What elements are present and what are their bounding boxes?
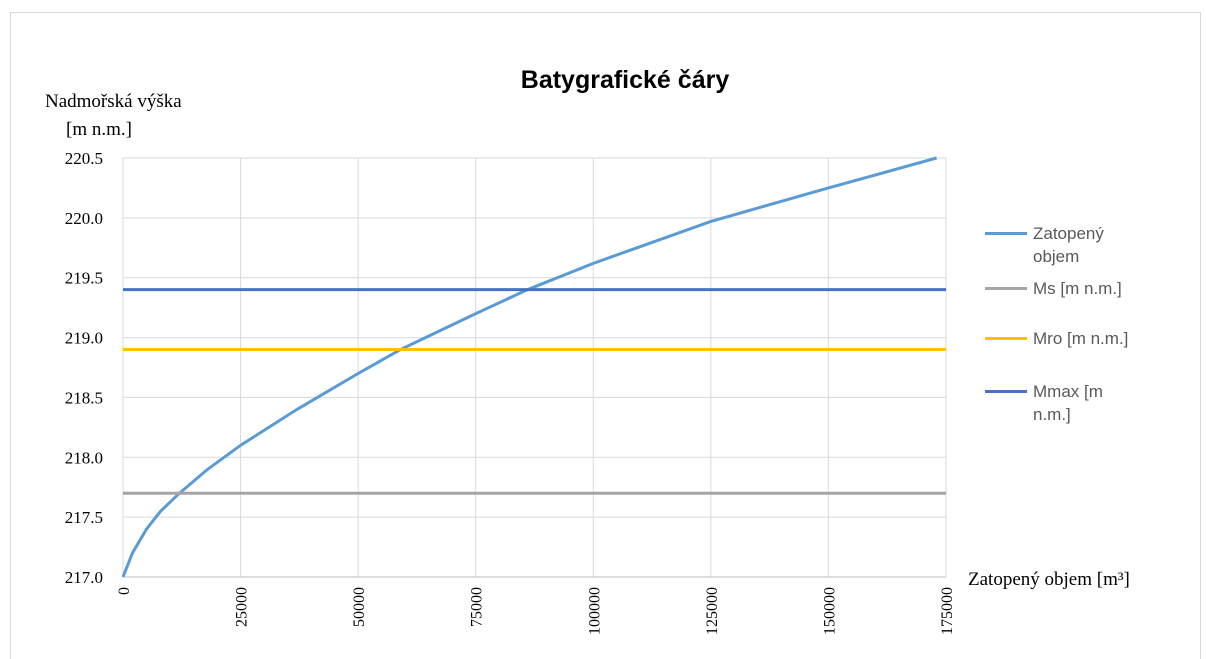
y-tick-label: 217.0 <box>65 568 103 587</box>
legend-label: Mro [m n.m.] <box>1033 329 1129 348</box>
y-tick-label: 218.5 <box>65 388 103 407</box>
chart-frame <box>10 12 1201 659</box>
y-tick-label: 219.0 <box>65 329 103 348</box>
x-tick-label: 25000 <box>234 587 251 627</box>
legend-swatch <box>985 390 1027 393</box>
legend-label: Mmax [m n.m.] <box>1033 382 1103 424</box>
x-axis-label: Zatopený objem [m³] <box>968 569 1130 590</box>
x-tick-label: 75000 <box>469 587 486 627</box>
chart-title: Batygrafické čáry <box>521 66 730 94</box>
series-line <box>121 156 937 578</box>
y-tick-label: 218.0 <box>65 448 103 467</box>
legend-label: Zatopený objem <box>1033 224 1104 266</box>
legend-swatch <box>985 287 1027 290</box>
x-tick-label: 100000 <box>586 587 603 635</box>
y-tick-label: 220.5 <box>65 149 103 168</box>
y-tick-label: 220.0 <box>65 209 103 228</box>
x-tick-label: 50000 <box>351 587 368 627</box>
x-tick-label: 150000 <box>821 587 838 635</box>
y-axis-label: [m n.m.] <box>66 119 132 140</box>
y-axis-label: Nadmořská výška <box>45 91 182 112</box>
x-tick-label: 175000 <box>939 587 956 635</box>
legend-swatch <box>985 232 1027 235</box>
legend-label: Ms [m n.m.] <box>1033 279 1122 298</box>
legend-swatch <box>985 337 1027 340</box>
x-tick-label: 125000 <box>704 587 721 635</box>
x-tick-label: 0 <box>116 587 133 595</box>
y-tick-label: 219.5 <box>65 269 103 288</box>
y-tick-label: 217.5 <box>65 508 103 527</box>
